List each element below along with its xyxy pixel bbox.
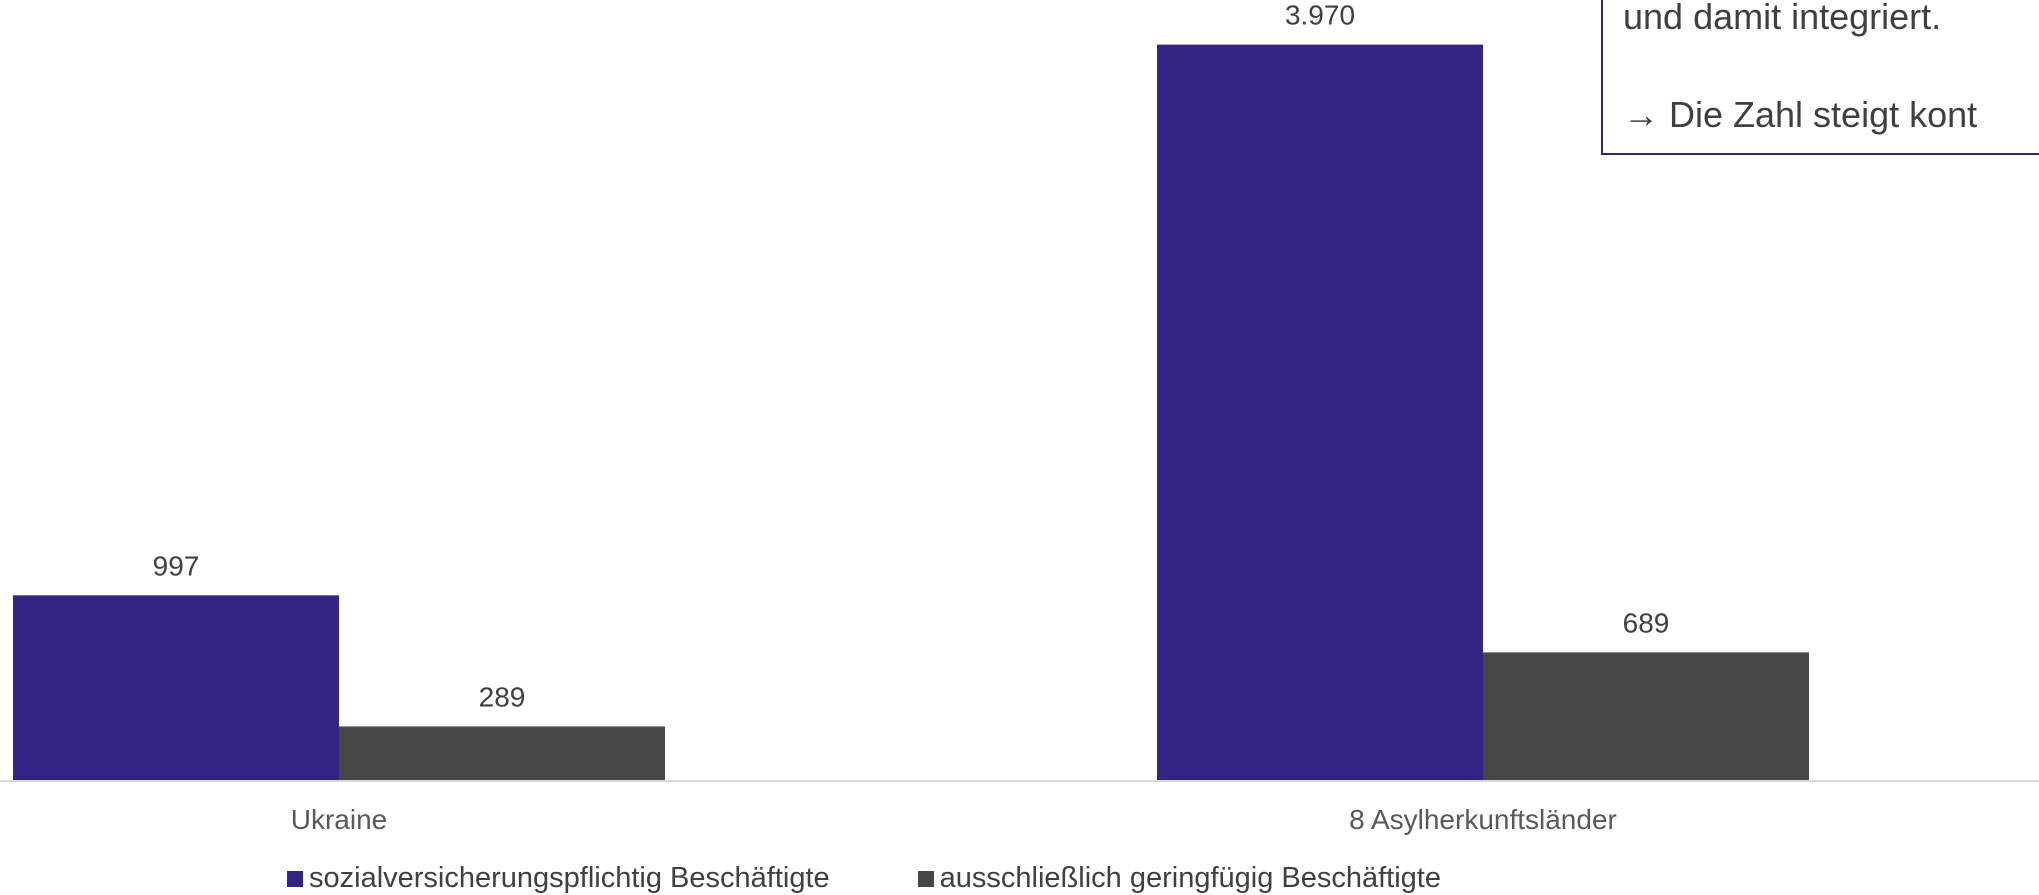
- legend-label-series-2: ausschließlich geringfügig Beschäftigte: [939, 862, 1441, 894]
- category-label-2: 8 Asylherkunftsländer: [1349, 804, 1617, 835]
- bar-2-series-2: [1483, 652, 1809, 780]
- annotation-line-2: → Die Zahl steigt kont: [1623, 94, 1978, 135]
- legend-item-series-1: sozialversicherungspflichtig Beschäftigt…: [287, 862, 830, 895]
- annotation-box: und damit integriert. → Die Zahl steigt …: [1601, 0, 2039, 155]
- legend: sozialversicherungspflichtig Beschäftigt…: [287, 862, 1529, 895]
- category-labels-group: Ukraine 8 Asylherkunftsländer: [291, 804, 1617, 835]
- bar-1-series-2: [339, 726, 665, 780]
- bar-2-series-1: [1157, 44, 1483, 781]
- annotation-line-1: und damit integriert.: [1623, 0, 1942, 37]
- legend-item-series-2: ausschließlich geringfügig Beschäftigte: [917, 862, 1441, 895]
- category-label-1: Ukraine: [291, 804, 387, 835]
- legend-label-series-1: sozialversicherungspflichtig Beschäftigt…: [309, 862, 830, 894]
- data-label-1-series-1: 997: [153, 550, 200, 581]
- legend-swatch-series-2: [917, 870, 934, 887]
- data-label-2-series-1: 3.970: [1285, 0, 1355, 31]
- legend-swatch-series-1: [287, 870, 303, 887]
- data-label-2-series-2: 689: [1623, 607, 1670, 638]
- data-label-1-series-2: 289: [479, 681, 526, 712]
- bars-group: [13, 44, 1809, 781]
- data-labels-group: 997 289 3.970 689: [153, 0, 1670, 712]
- bar-1-series-1: [13, 595, 339, 780]
